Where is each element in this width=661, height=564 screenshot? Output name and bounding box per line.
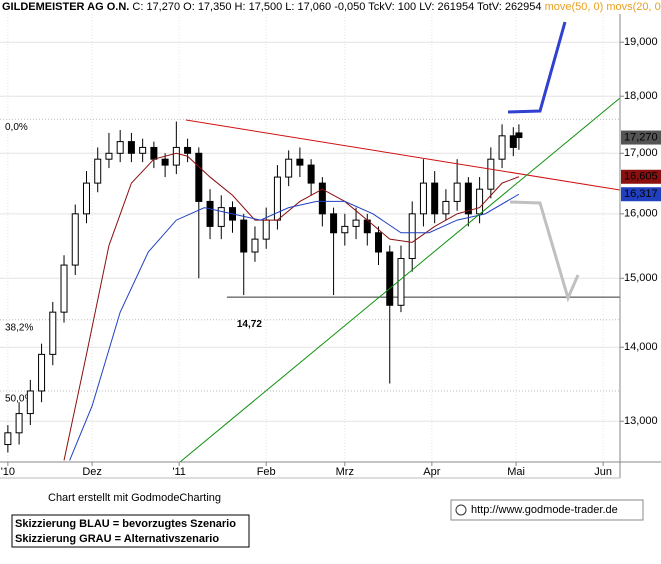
candle-body: [49, 311, 57, 355]
candle-body: [476, 188, 484, 215]
support-label: 14,72: [237, 319, 262, 330]
price-tag: [621, 169, 661, 184]
gray-scenario: [509, 200, 580, 303]
candle-body: [206, 200, 214, 227]
candle-body: [464, 182, 472, 215]
note: Skizzierung BLAU = bevorzugtes Szenario: [15, 518, 236, 530]
indicator: move(50, 0): [545, 1, 604, 13]
x-tick-label: Mrz: [336, 466, 354, 478]
candle-body: [352, 219, 360, 227]
candle-body: [150, 146, 158, 160]
candle-body: [15, 413, 23, 434]
price-tag: [621, 187, 661, 202]
credit: Chart erstellt mit GodmodeCharting: [48, 492, 221, 504]
y-tick-label: 13,000: [624, 415, 658, 427]
candle-body: [307, 164, 315, 184]
candle-body: [217, 207, 225, 227]
url-icon: [455, 504, 467, 516]
x-tick-label: Jun: [594, 466, 612, 478]
candle-body: [509, 135, 517, 148]
price-tag: [621, 130, 661, 145]
candle-body: [318, 182, 326, 215]
candle-body: [453, 182, 461, 202]
moving-average: [69, 193, 520, 461]
candle-body: [487, 158, 495, 190]
trend-line: [179, 97, 620, 462]
resistance-line: [185, 119, 620, 191]
axes: 13,000 14,000 15,000 16,000 17,000 18,000 19,0…: [1, 36, 661, 478]
x-tick-label: Mai: [507, 466, 525, 478]
candle-body: [330, 213, 338, 234]
x-tick-label: '11: [172, 466, 186, 478]
url-box: [450, 499, 644, 521]
candle-body: [386, 251, 394, 306]
y-tick-label: 17,000: [624, 147, 658, 159]
candle-body: [419, 182, 427, 215]
candle-body: [116, 141, 124, 154]
candle-body: [161, 158, 169, 166]
candle-body: [262, 219, 270, 240]
title: GILDEMEISTER AG O.N.: [2, 1, 129, 13]
fib-label: 0,0%: [5, 122, 28, 133]
candle-body: [105, 152, 113, 160]
candle-body: [341, 225, 349, 234]
candle-body: [4, 432, 12, 446]
header: GILDEMEISTER AG O.N. C: 17,270 O: 17,350…: [2, 1, 661, 13]
x-tick-label: Feb: [257, 466, 276, 478]
fib-label: 38,2%: [5, 322, 33, 333]
candle-body: [251, 238, 259, 253]
fib-label: 50,0%: [5, 394, 33, 405]
candle-body: [296, 158, 304, 166]
candle-body: [172, 146, 180, 166]
plot-area: 0,0% 38,2% 50,0% 14,72: [0, 14, 620, 462]
plot: [4, 121, 523, 461]
moving-average: [63, 152, 520, 461]
candle-body: [397, 258, 405, 306]
candle-body: [184, 146, 192, 154]
candle-body: [26, 390, 34, 415]
price-tag-label: 16,605: [624, 171, 658, 183]
y-tick-label: 18,000: [624, 90, 658, 102]
y-tick-label: 19,000: [624, 36, 658, 48]
candle-body: [60, 264, 68, 313]
x-tick-label: Dez: [82, 466, 102, 478]
url[interactable]: http://www.godmode-trader.de: [471, 504, 618, 516]
y-tick-label: 16,000: [624, 208, 658, 220]
candle-body: [240, 219, 248, 253]
note: Skizzierung GRAU = Alternativszenario: [15, 533, 219, 545]
header-bg: [0, 0, 661, 14]
candle-body: [94, 158, 102, 184]
candle-body: [515, 132, 523, 139]
candle-body: [285, 158, 293, 178]
candle-body: [431, 182, 439, 215]
stats: C: 17,270 O: 17,350 H: 17,500 L: 17,060 …: [132, 1, 541, 13]
candle-body: [82, 182, 90, 215]
candle-body: [375, 232, 383, 253]
candle-body: [38, 353, 46, 392]
x-tick-label: '10: [1, 466, 15, 478]
candle-body: [498, 135, 506, 160]
y-tick-label: 15,000: [624, 272, 658, 284]
x-tick-label: Apr: [423, 466, 440, 478]
price-tag-label: 17,270: [624, 131, 658, 143]
candle-body: [139, 146, 147, 154]
candle-body: [442, 200, 450, 215]
candle-body: [408, 213, 416, 260]
candle-body: [127, 141, 135, 154]
notes-box: [11, 514, 250, 548]
y-tick-label: 14,000: [624, 341, 658, 353]
price-tag-label: 16,317: [624, 188, 658, 200]
candle-body: [195, 152, 203, 202]
blue-scenario: [507, 21, 567, 114]
sketches: [179, 21, 620, 462]
candle-body: [71, 213, 79, 266]
indicator: movs(20, 0): [606, 1, 661, 13]
